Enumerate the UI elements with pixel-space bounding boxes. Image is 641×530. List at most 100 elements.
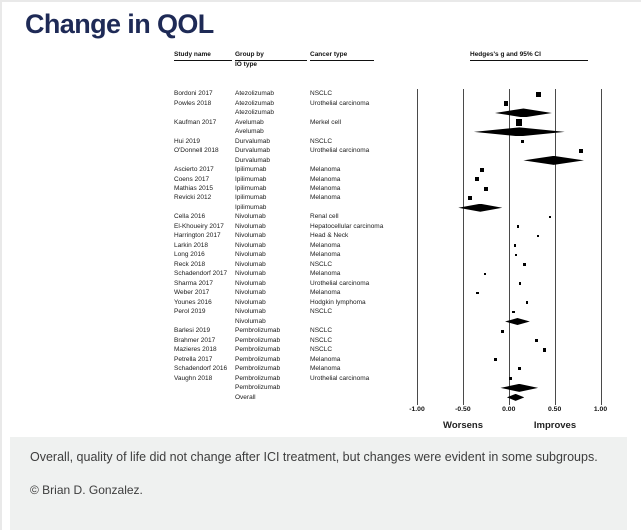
summary-diamond xyxy=(505,318,530,326)
group-cell: Pembrolizumab xyxy=(235,365,281,373)
gridline xyxy=(600,89,602,405)
study-marker xyxy=(578,148,584,154)
study-name-cell: Larkin 2018 xyxy=(174,241,208,249)
cancer-cell: NSCLC xyxy=(310,260,333,268)
group-cell: Ipilimumab xyxy=(235,203,267,211)
study-name-cell: Revicki 2012 xyxy=(174,194,212,202)
study-marker xyxy=(468,196,473,201)
study-marker xyxy=(483,272,487,276)
study-name-cell: Reck 2018 xyxy=(174,260,206,268)
cancer-cell: Renal cell xyxy=(310,213,339,221)
axis-label-improves: Improves xyxy=(533,420,577,431)
study-name-cell: Vaughn 2018 xyxy=(174,374,213,382)
axis-tick-label: 1.00 xyxy=(593,406,608,413)
group-cell: Nivolumab xyxy=(235,241,266,249)
study-name-cell: Harrington 2017 xyxy=(174,232,221,240)
study-marker xyxy=(512,310,515,314)
group-cell: Durvalumab xyxy=(235,156,271,164)
cancer-cell: Melanoma xyxy=(310,251,341,259)
study-name-cell: Mazieres 2018 xyxy=(174,346,217,354)
group-cell: Pembrolizumab xyxy=(235,355,281,363)
study-marker xyxy=(520,139,525,144)
group-cell: Pembrolizumab xyxy=(235,327,281,335)
cancer-cell: Melanoma xyxy=(310,166,341,174)
summary-diamond xyxy=(523,155,584,165)
cancer-cell: NSCLC xyxy=(310,137,333,145)
cancer-cell: Hepatocellular carcinoma xyxy=(310,222,384,230)
study-name-cell: Hui 2019 xyxy=(174,137,201,145)
group-cell: Atezolizumab xyxy=(235,109,275,117)
study-marker xyxy=(518,367,522,371)
group-cell: Ipilimumab xyxy=(235,175,267,183)
group-cell: Avelumab xyxy=(235,118,264,126)
cancer-cell: Melanoma xyxy=(310,185,341,192)
study-marker xyxy=(542,348,547,352)
study-name-cell: Powles 2018 xyxy=(174,99,212,107)
group-cell: Durvalumab xyxy=(235,137,271,145)
gridline xyxy=(417,89,418,405)
caption-credit: © Brian D. Gonzalez. xyxy=(30,483,143,497)
study-marker xyxy=(484,187,488,191)
study-marker xyxy=(536,234,540,238)
cancer-cell: Melanoma xyxy=(310,194,341,202)
study-name-cell: Sharma 2017 xyxy=(174,279,214,287)
study-name-cell: Ascierto 2017 xyxy=(174,166,214,174)
cancer-cell: Urothelial carcinoma xyxy=(310,147,370,155)
cancer-cell: NSCLC xyxy=(310,327,333,335)
gridline xyxy=(554,89,556,405)
cancer-cell: NSCLC xyxy=(310,346,333,354)
group-cell: Nivolumab xyxy=(235,251,266,259)
cancer-cell: NSCLC xyxy=(310,90,333,98)
group-cell: Nivolumab xyxy=(235,213,266,221)
study-marker xyxy=(500,329,504,333)
column-header-group: Group by IO type xyxy=(235,51,307,69)
summary-diamond xyxy=(494,108,552,118)
study-marker xyxy=(523,263,526,266)
study-marker xyxy=(525,301,529,304)
cancer-cell: Urothelial carcinoma xyxy=(310,279,370,287)
cancer-cell: Head & Neck xyxy=(310,232,349,240)
group-cell: Nivolumab xyxy=(235,222,266,230)
study-marker xyxy=(535,91,541,97)
study-name-cell: El-Khoueiry 2017 xyxy=(174,222,224,230)
cancer-cell: Melanoma xyxy=(310,355,341,363)
study-marker xyxy=(534,338,539,343)
study-name-cell: Barlesi 2019 xyxy=(174,327,211,335)
axis-tick-label: 0.50 xyxy=(548,406,562,413)
study-marker xyxy=(476,291,479,295)
cancer-cell: Melanoma xyxy=(310,270,341,278)
group-cell: Nivolumab xyxy=(235,270,266,278)
summary-diamond xyxy=(458,203,503,212)
group-cell: Ipilimumab xyxy=(235,185,267,192)
study-name-cell: Petrella 2017 xyxy=(174,355,213,363)
study-name-cell: Bordoni 2017 xyxy=(174,90,213,98)
study-marker xyxy=(515,119,523,126)
study-marker xyxy=(474,177,479,182)
group-cell: Pembrolizumab xyxy=(235,384,281,392)
column-header-cancer: Cancer type xyxy=(310,51,374,61)
cancer-cell: Melanoma xyxy=(310,365,341,373)
column-header-study: Study name xyxy=(174,51,232,61)
cancer-cell: Merkel cell xyxy=(310,118,342,126)
summary-diamond xyxy=(473,127,565,137)
axis-tick-label: -1.00 xyxy=(409,406,425,413)
axis-tick-label: 0.00 xyxy=(502,406,516,413)
group-cell: Nivolumab xyxy=(235,232,266,240)
group-cell: Pembrolizumab xyxy=(235,374,281,382)
group-cell: Nivolumab xyxy=(235,260,266,268)
study-marker xyxy=(514,253,518,257)
study-marker xyxy=(548,215,552,219)
gridline xyxy=(462,89,464,405)
study-name-cell: Schadendorf 2016 xyxy=(174,365,228,373)
study-name-cell: Weber 2017 xyxy=(174,289,210,297)
column-header-effect: Hedges's g and 95% CI xyxy=(470,51,588,61)
group-cell: Ipilimumab xyxy=(235,166,267,174)
study-name-cell: Long 2016 xyxy=(174,251,205,259)
group-cell: Atezolizumab xyxy=(235,90,275,98)
cancer-cell: Melanoma xyxy=(310,241,341,249)
summary-diamond xyxy=(500,383,539,392)
study-marker xyxy=(513,244,517,247)
group-cell: Nivolumab xyxy=(235,317,266,325)
group-cell: Nivolumab xyxy=(235,298,266,306)
